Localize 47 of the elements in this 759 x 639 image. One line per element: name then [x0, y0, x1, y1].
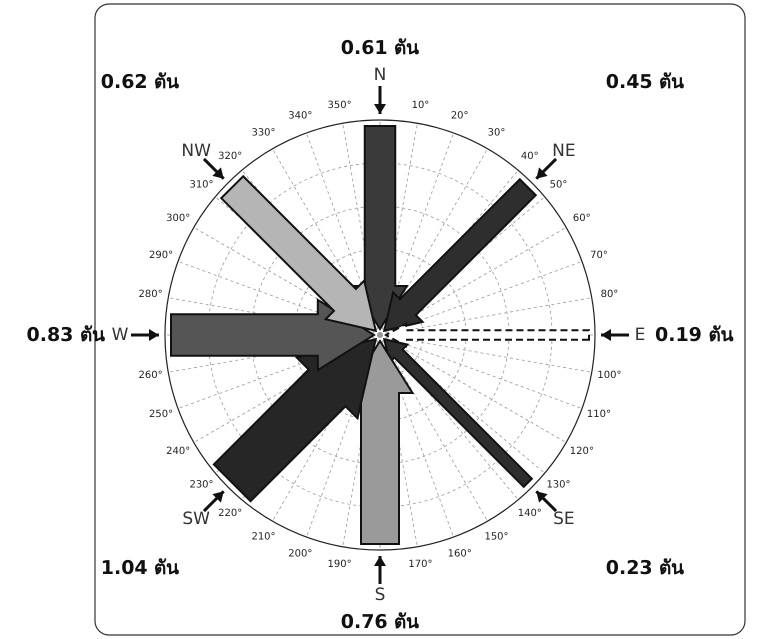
text: 80° — [600, 289, 618, 300]
text: 170° — [408, 558, 433, 570]
data-label: 0.76 ตัน — [340, 611, 420, 633]
category-label: SE — [553, 508, 575, 529]
category-label: NW — [181, 141, 212, 162]
data-label: 0.62 ตัน — [100, 71, 180, 93]
text: 150° — [484, 531, 509, 542]
text: 10° — [412, 100, 430, 112]
text: 20° — [450, 110, 469, 122]
text: 210° — [251, 531, 276, 542]
text: 190° — [327, 558, 352, 570]
text: 160° — [448, 548, 472, 560]
text: 50° — [550, 180, 568, 191]
data-label: 0.61 ตัน — [340, 37, 420, 59]
data-label: 0.23 ตัน — [606, 557, 684, 579]
category-label: S — [374, 585, 386, 605]
text: 290° — [149, 250, 174, 261]
category-label: W — [112, 325, 129, 345]
text: 300° — [166, 213, 190, 224]
text: 260° — [138, 370, 163, 381]
text: 350° — [327, 100, 352, 112]
text: 110° — [586, 409, 611, 420]
data-label: 0.19 ตัน — [655, 324, 734, 346]
text: 70° — [590, 250, 608, 261]
text: 30° — [488, 128, 506, 139]
text: 310° — [189, 180, 214, 191]
text: 250° — [149, 409, 174, 420]
data-label: 1.04 ตัน — [100, 557, 180, 579]
text: 330° — [251, 128, 276, 139]
category-label: NE — [552, 141, 576, 162]
text: 340° — [288, 110, 312, 122]
text: 220° — [218, 508, 242, 519]
text: 140° — [518, 508, 542, 519]
text: 320° — [218, 151, 242, 162]
category-label: N — [374, 65, 386, 85]
text: 130° — [546, 479, 571, 490]
text: 100° — [597, 370, 622, 381]
category-label: E — [634, 325, 646, 345]
text: 280° — [138, 289, 163, 300]
data-label: 0.45 ตัน — [606, 71, 684, 93]
text: 60° — [572, 213, 591, 224]
category-label: SW — [182, 508, 210, 529]
text: 240° — [166, 446, 190, 457]
text: 120° — [570, 446, 594, 457]
text: 200° — [288, 548, 312, 560]
text: 230° — [189, 479, 214, 490]
text: 40° — [520, 151, 539, 162]
